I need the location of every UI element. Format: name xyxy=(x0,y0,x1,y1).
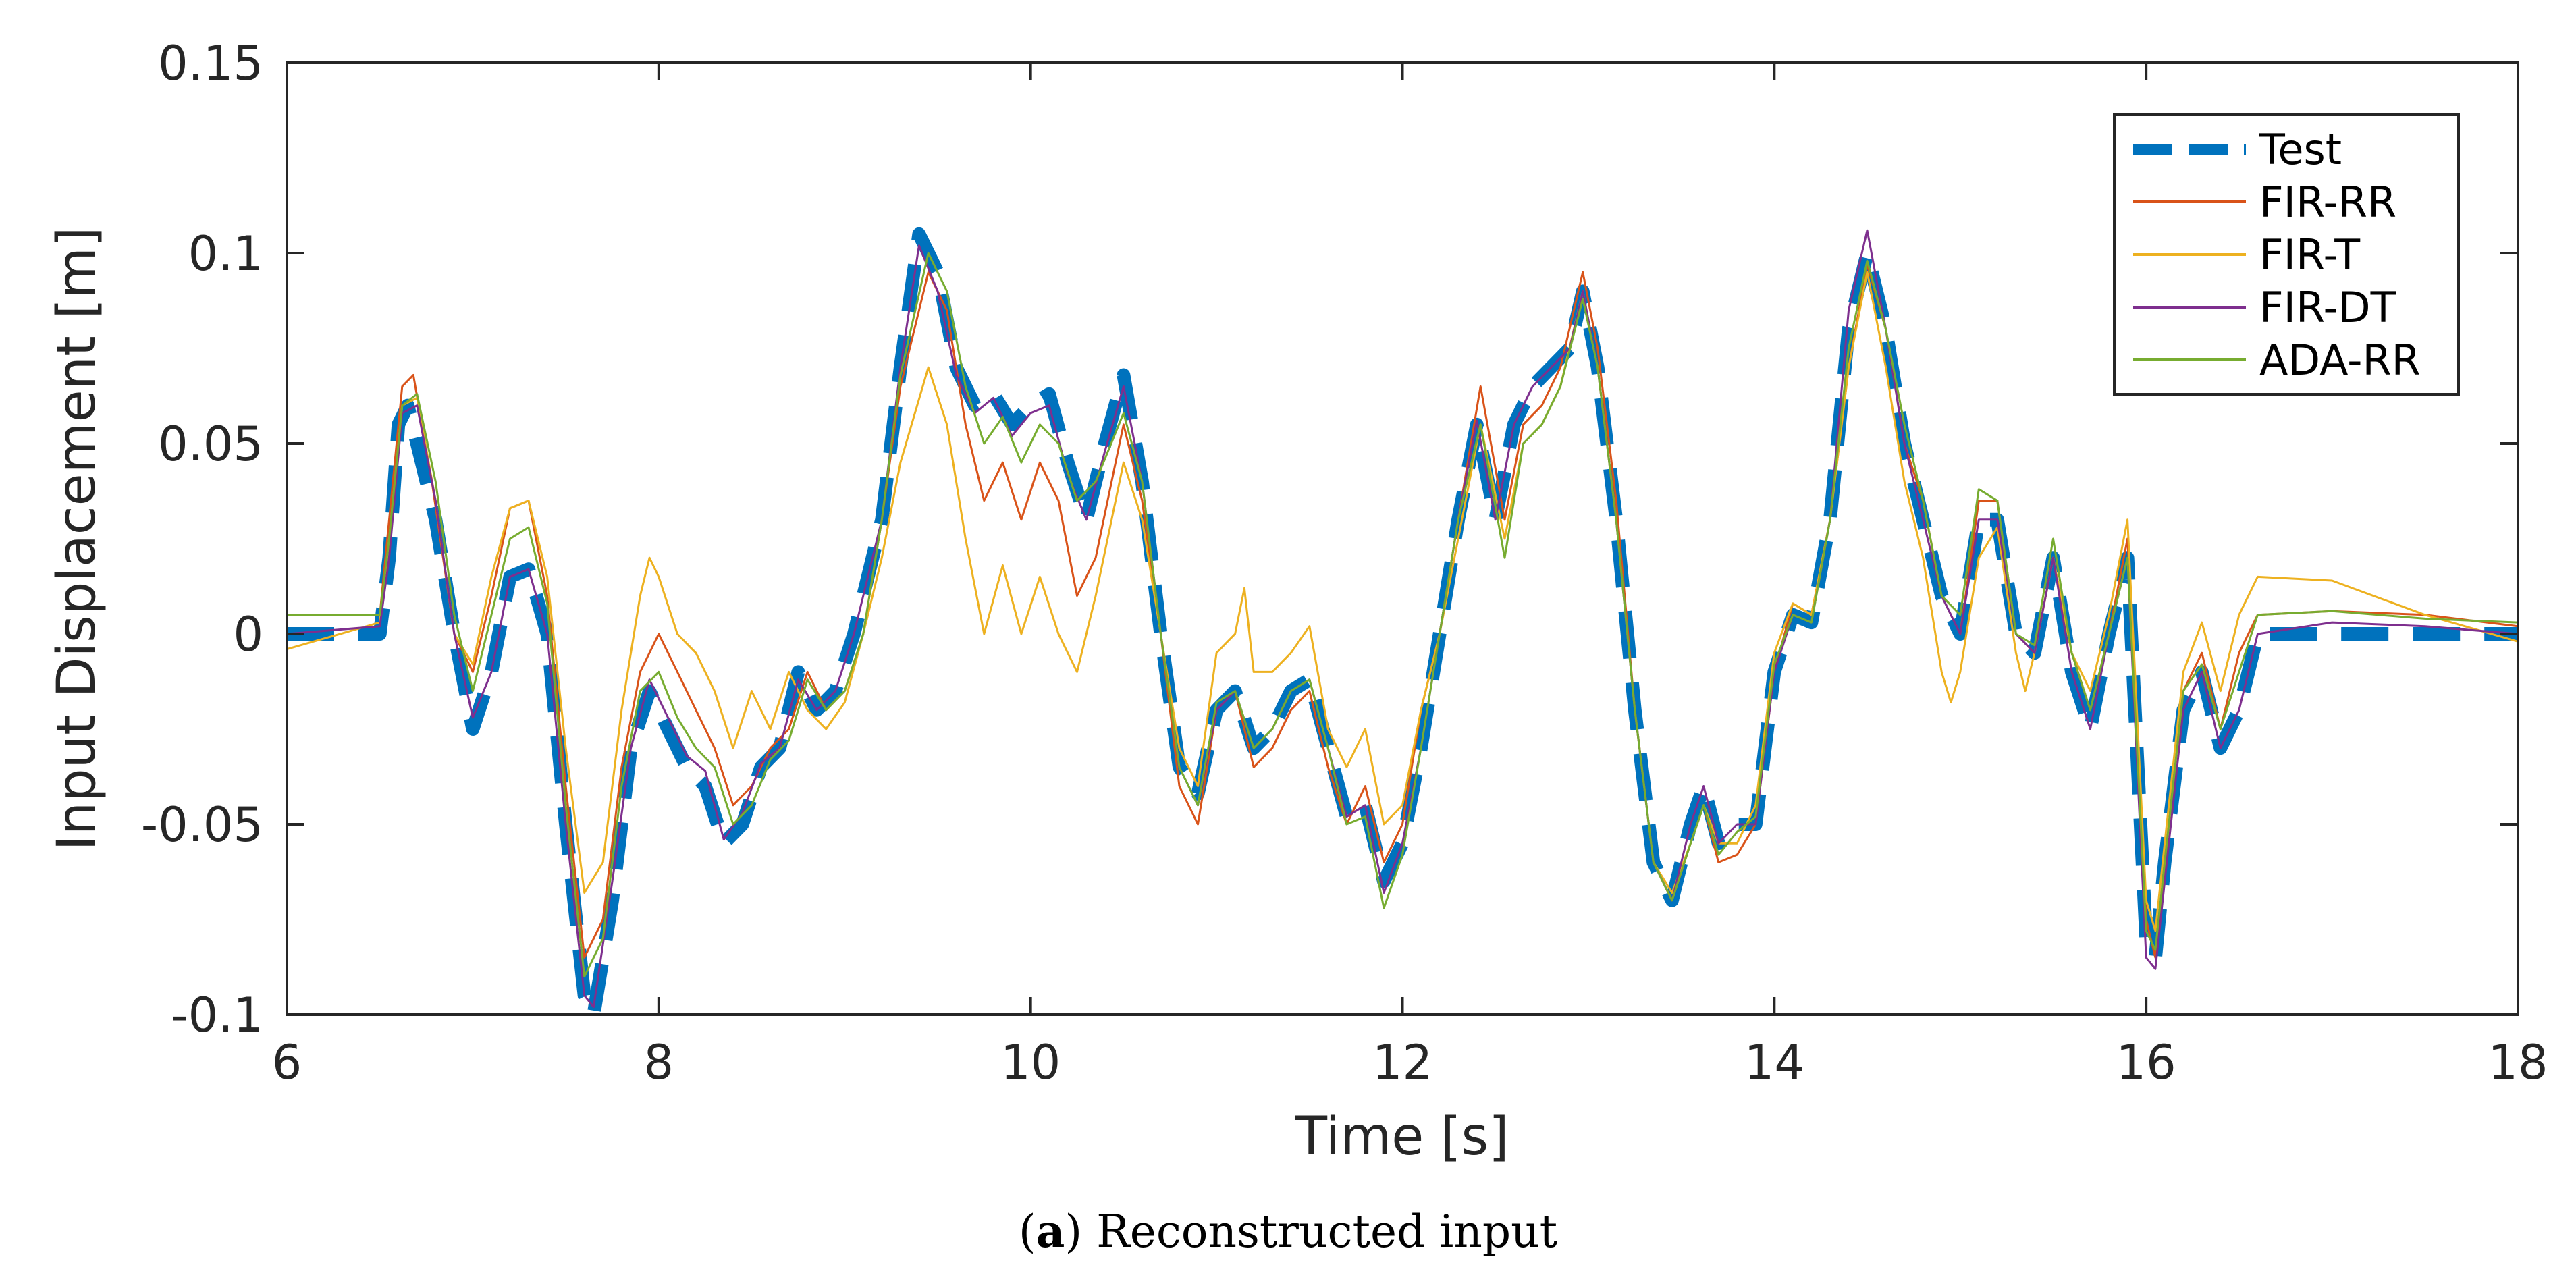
series-line-ada-rr xyxy=(287,252,2519,978)
x-tick-label: 10 xyxy=(1000,1035,1061,1090)
legend-label-ada-rr: ADA-RR xyxy=(2259,336,2421,385)
x-tick-label: 12 xyxy=(1372,1035,1432,1090)
y-axis-title: Input Displacement [m] xyxy=(47,227,107,851)
figure-caption: (a) Reconstructed input xyxy=(1018,1205,1558,1258)
x-tick-label: 18 xyxy=(2488,1035,2548,1090)
legend-label-fir-rr: FIR-RR xyxy=(2259,178,2396,227)
series-layer xyxy=(286,227,2519,1021)
legend-label-test: Test xyxy=(2259,125,2342,174)
x-tick-label: 16 xyxy=(2116,1035,2176,1090)
y-tick-label: 0 xyxy=(233,607,263,662)
y-tick-label: 0.1 xyxy=(188,226,263,282)
caption-label: a xyxy=(1036,1205,1065,1258)
x-tick-label: 14 xyxy=(1744,1035,1804,1090)
series-line-fir-t xyxy=(286,271,2519,932)
series-line-fir-dt xyxy=(286,229,2519,1009)
ticks-layer: 6 8 10 12 14 16 18 -0.1 -0.05 0 0.05 0.1 0.15 xyxy=(141,36,2548,1090)
caption-text: Reconstructed input xyxy=(1096,1206,1558,1258)
x-tick-label: 6 xyxy=(272,1035,302,1090)
y-tick-label: 0.05 xyxy=(158,417,263,472)
legend-label-fir-t: FIR-T xyxy=(2259,230,2361,279)
y-tick-label: -0.1 xyxy=(171,988,263,1043)
x-tick-label: 8 xyxy=(644,1035,674,1090)
legend-label-fir-dt: FIR-DT xyxy=(2259,283,2397,332)
y-tick-label: -0.05 xyxy=(141,797,263,853)
line-chart: 6 8 10 12 14 16 18 -0.1 -0.05 0 0.05 0.1 0.15 Time [… xyxy=(47,36,2548,1167)
y-tick-label: 0.15 xyxy=(158,36,263,91)
x-axis-title: Time [s] xyxy=(1294,1106,1509,1167)
